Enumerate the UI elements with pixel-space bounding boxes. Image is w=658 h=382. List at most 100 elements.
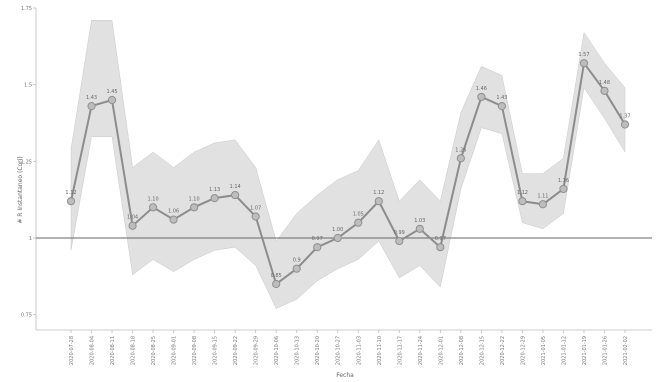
- data-label: 1.07: [250, 206, 261, 212]
- data-point: [497, 102, 506, 111]
- x-tick-label: 2020-12-08: [459, 336, 465, 365]
- data-point: [374, 197, 383, 206]
- x-tick-label: 2020-08-25: [151, 336, 157, 365]
- data-point: [66, 197, 76, 206]
- data-label: 1.06: [168, 209, 179, 215]
- data-point: [272, 279, 281, 289]
- y-axis-title: # R Instantaneo (Cori): [17, 156, 24, 223]
- data-label: 1.10: [189, 196, 200, 202]
- x-tick-label: 2021-02-02: [623, 336, 629, 365]
- x-tick-label: 2020-10-13: [295, 336, 301, 365]
- x-axis-title: Fecha: [336, 372, 354, 379]
- data-label: 0.9: [293, 258, 301, 264]
- x-tick-label: 2020-10-20: [315, 336, 321, 365]
- data-point: [395, 236, 404, 246]
- y-tick-label: 1.5: [24, 83, 32, 89]
- data-point: [292, 264, 301, 273]
- series-line: [70, 60, 626, 286]
- data-label: 1.11: [537, 193, 548, 199]
- data-label: 1.12: [373, 190, 384, 196]
- data-point: [477, 92, 486, 102]
- x-tick-label: 2020-12-01: [438, 336, 444, 365]
- data-point: [579, 59, 589, 68]
- data-label: 1.48: [599, 80, 610, 86]
- r-estimate-line: [70, 60, 626, 286]
- x-tick-label: 2020-12-22: [500, 336, 506, 365]
- x-axis: 2020-07-28 2020-08-04 2020-08-11 2020-08-18…: [36, 329, 652, 365]
- data-label: 1.57: [578, 52, 589, 58]
- data-point: [620, 120, 630, 129]
- data-point: [600, 86, 609, 95]
- x-tick-label: 2020-08-04: [90, 336, 96, 365]
- x-tick-label: 2021-01-19: [582, 336, 588, 365]
- data-label: 1.14: [230, 184, 241, 190]
- x-tick-label: 2020-11-17: [397, 336, 403, 365]
- data-point: [87, 102, 96, 111]
- data-point: [354, 218, 363, 227]
- data-label: 1.46: [476, 86, 487, 92]
- data-label: 0.85: [271, 273, 282, 279]
- data-point: [436, 243, 445, 252]
- data-point: [559, 184, 568, 194]
- y-axis: 0.75 1 1.25 1.5 1.75: [21, 6, 37, 330]
- data-point: [333, 233, 342, 243]
- x-tick-label: 2020-11-10: [377, 336, 383, 365]
- data-points: [66, 59, 630, 289]
- data-point: [415, 224, 424, 233]
- data-point: [169, 215, 178, 224]
- data-label: 1.43: [496, 95, 507, 101]
- data-label: 1.10: [148, 196, 159, 202]
- data-label: 1.26: [455, 147, 466, 153]
- y-tick-label: 1.25: [21, 159, 32, 165]
- data-point: [210, 194, 219, 203]
- x-tick-label: 2020-12-15: [479, 336, 485, 365]
- data-point: [456, 154, 465, 163]
- data-labels: 1.12 1.43 1.45 1.04 1.10 1.06 1.10 1.13 1.14 1.07…: [65, 52, 630, 279]
- x-tick-label: 2020-11-03: [356, 336, 362, 365]
- data-label: 1.43: [86, 95, 97, 101]
- x-tick-label: 2020-12-29: [520, 336, 526, 365]
- data-label: 1.45: [106, 89, 117, 95]
- data-label: 0.97: [312, 236, 323, 242]
- data-label: 1.05: [353, 212, 364, 218]
- y-tick-label: 1: [29, 236, 32, 242]
- data-point: [107, 95, 117, 105]
- x-tick-label: 2020-08-18: [131, 336, 137, 365]
- data-point: [518, 197, 527, 206]
- confidence-band-area: [70, 20, 626, 309]
- data-label: 0.99: [394, 230, 405, 236]
- data-label: 1.00: [332, 227, 343, 233]
- data-point: [538, 200, 548, 209]
- x-tick-label: 2020-08-11: [110, 336, 116, 365]
- data-point: [313, 243, 322, 252]
- y-tick-label: 1.75: [21, 6, 32, 12]
- x-tick-label: 2021-01-05: [541, 336, 547, 365]
- x-tick-label: 2020-09-08: [192, 336, 198, 365]
- x-tick-label: 2020-09-01: [172, 336, 178, 365]
- data-label: 0.97: [435, 236, 446, 242]
- data-point: [251, 212, 260, 221]
- data-point: [148, 203, 158, 212]
- data-label: 1.12: [517, 190, 528, 196]
- data-label: 1.13: [209, 187, 220, 193]
- x-tick-label: 2020-09-29: [254, 336, 260, 365]
- y-tick-label: 0.75: [21, 313, 32, 319]
- x-tick-label: 2021-01-26: [602, 336, 608, 365]
- data-label: 1.12: [65, 190, 76, 196]
- x-tick-label: 2020-10-27: [336, 336, 342, 365]
- x-tick-label: 2020-11-24: [418, 336, 424, 365]
- data-point: [128, 221, 137, 230]
- confidence-band: [70, 20, 626, 309]
- data-label: 1.16: [558, 178, 569, 184]
- x-tick-label: 2020-09-15: [213, 336, 219, 365]
- data-label: 1.04: [127, 215, 138, 221]
- data-label: 1.03: [414, 218, 425, 224]
- x-tick-label: 2020-07-28: [69, 336, 75, 365]
- data-point: [231, 190, 240, 200]
- x-tick-label: 2020-10-06: [274, 336, 280, 365]
- x-tick-label: 2021-01-12: [561, 336, 567, 365]
- data-point: [190, 203, 199, 212]
- data-label: 1.37: [619, 114, 630, 120]
- x-tick-label: 2020-09-22: [233, 336, 239, 365]
